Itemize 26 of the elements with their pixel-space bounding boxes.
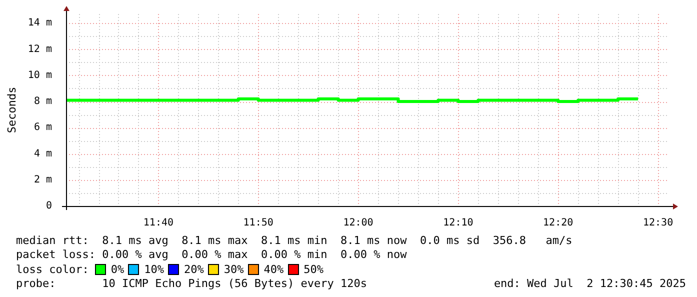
y-tick-label: 6 m [34, 122, 52, 134]
y-tick-label: 14 m [28, 18, 52, 29]
text: probe: 10 ICMP Echo Pings (56 Bytes) every 120s [16, 277, 367, 292]
x-tick-label: 11:50 [243, 218, 274, 229]
y-tick-label: 12 m [28, 44, 52, 55]
y-tick-label: 10 m [28, 70, 52, 81]
y-tick-label: 4 m [34, 148, 52, 160]
text: loss color: [16, 262, 89, 278]
text: 30% [224, 262, 244, 278]
x-tick-label: 12:10 [443, 218, 474, 229]
text: 40% [264, 262, 284, 278]
text: 50% [304, 262, 324, 278]
x-tick-label: 12:00 [343, 218, 374, 229]
text: 20% [184, 262, 204, 278]
y-tick-label: 2 m [34, 174, 52, 186]
text: median rtt: 8.1 ms avg 8.1 ms max 8.1 ms min 8.1 ms now 0.0 ms sd 356.8 am/s [16, 234, 572, 248]
text: packet loss: 0.00 % avg 0.00 % max 0.00 % min 0.00 % now [16, 248, 407, 263]
x-tick-label: 12:30 [642, 218, 674, 229]
text: end: Wed Jul 2 12:30:45 2025 [494, 277, 686, 292]
x-tick-label: 12:20 [543, 218, 574, 229]
text: 0% [110, 262, 124, 278]
text: 10% [144, 262, 164, 278]
y-tick-label: 8 m [34, 96, 52, 108]
x-tick-label: 11:40 [143, 218, 174, 229]
y-axis-title: Seconds [5, 86, 18, 134]
y-tick-label: 0 [46, 200, 52, 212]
